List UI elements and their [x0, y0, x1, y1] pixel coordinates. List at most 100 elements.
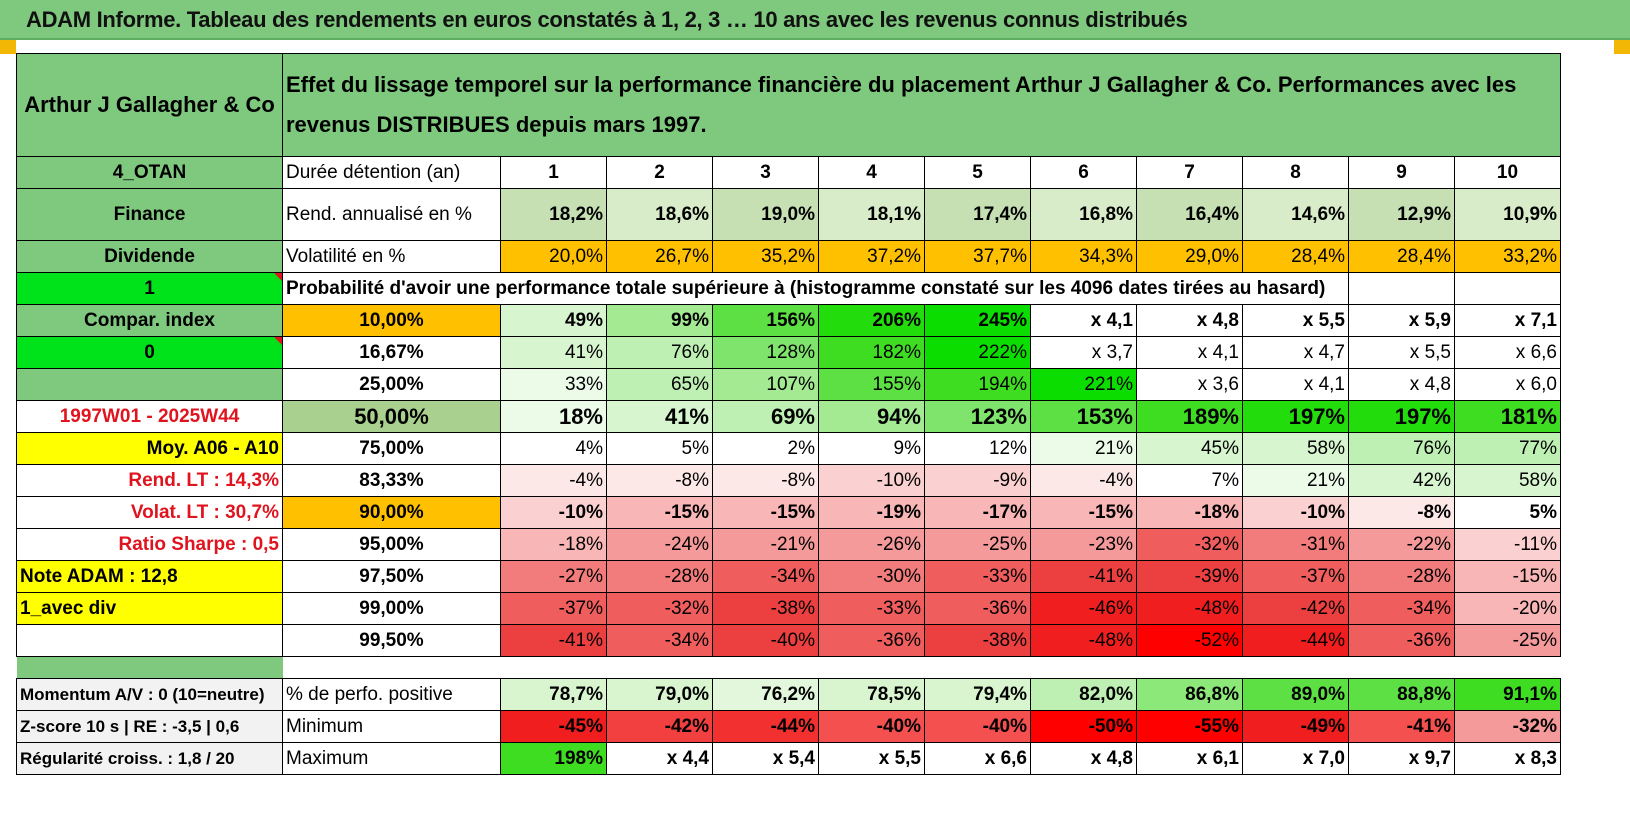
volatility-row: Dividende Volatilité en % 20,0% 26,7% 35,2% 3…: [16, 240, 1561, 273]
quantile-row: 1997W01 - 2025W44 50,00% 18% 41% 69% 94% 123% 1…: [16, 400, 1561, 433]
quantile-value: -25%: [1454, 624, 1561, 657]
quantile-value: 41%: [500, 336, 607, 369]
quantile-value: 194%: [924, 368, 1031, 401]
quantile-value: 107%: [712, 368, 819, 401]
quantile-value: -36%: [924, 592, 1031, 625]
year-header: 6: [1030, 156, 1137, 189]
years-row: 4_OTAN Durée détention (an) 1 2 3 4 5 6 7 8 9 10: [16, 156, 1561, 189]
spacer-cell: [282, 656, 501, 679]
spacer-cell: [1136, 656, 1243, 679]
quantile-value: -33%: [924, 560, 1031, 593]
empty-cell: [16, 624, 283, 657]
year-header: 1: [500, 156, 607, 189]
empty-green-cell: [16, 368, 283, 401]
quantile-row: Compar. index 10,00% 49% 99% 156% 206% 245% x 4…: [16, 304, 1561, 337]
annual-return-value: 12,9%: [1348, 188, 1455, 241]
minimum-value: -41%: [1348, 710, 1455, 743]
quantile-value: x 4,1: [1136, 336, 1243, 369]
quantile-row: 0 16,67% 41% 76% 128% 182% 222% x 3,7 x 4,1 x 4,7…: [16, 336, 1561, 369]
period-label: 1997W01 - 2025W44: [16, 400, 283, 433]
quantile-value: -18%: [500, 528, 607, 561]
quantile-value: 182%: [818, 336, 925, 369]
corner-marker-right: [1614, 40, 1630, 54]
quantile-value: 76%: [1348, 432, 1455, 465]
quantile-value: 189%: [1136, 400, 1243, 433]
quantile-value: -30%: [818, 560, 925, 593]
flag-zero: 0: [16, 336, 283, 369]
probability-level: 16,67%: [282, 336, 501, 369]
positive-value: 79,0%: [606, 678, 713, 711]
quantile-value: -37%: [500, 592, 607, 625]
minimum-value: -40%: [818, 710, 925, 743]
spacer-cell: [1242, 656, 1349, 679]
quantile-value: 41%: [606, 400, 713, 433]
report-title: ADAM Informe. Tableau des rendements en …: [26, 7, 1188, 32]
spacer-cell: [1454, 656, 1561, 679]
quantile-value: 21%: [1242, 464, 1349, 497]
minimum-row: Z-score 10 s | RE : -3,5 | 0,6 Minimum -45…: [16, 710, 1561, 743]
type-label: Dividende: [16, 240, 283, 273]
quantile-value: 49%: [500, 304, 607, 337]
year-header: 5: [924, 156, 1031, 189]
volatility-value: 26,7%: [606, 240, 713, 273]
annual-return-value: 18,2%: [500, 188, 607, 241]
quantile-value: 221%: [1030, 368, 1137, 401]
long-term-return: Rend. LT : 14,3%: [16, 464, 283, 497]
quantile-value: 5%: [1454, 496, 1561, 529]
annual-return-value: 18,6%: [606, 188, 713, 241]
maximum-value: x 6,1: [1136, 742, 1243, 775]
maximum-label: Maximum: [282, 742, 501, 775]
corner-marker-left: [0, 40, 16, 54]
minimum-value: -45%: [500, 710, 607, 743]
spacer-cell: [500, 656, 607, 679]
spacer-cell: [1030, 656, 1137, 679]
title-bar: ADAM Informe. Tableau des rendements en …: [0, 0, 1630, 40]
positive-value: 86,8%: [1136, 678, 1243, 711]
maximum-value: x 9,7: [1348, 742, 1455, 775]
volatility-value: 37,2%: [818, 240, 925, 273]
quantile-value: -42%: [1242, 592, 1349, 625]
quantile-value: 197%: [1348, 400, 1455, 433]
maximum-value: x 4,4: [606, 742, 713, 775]
quantile-value: -38%: [924, 624, 1031, 657]
quantile-value: -25%: [924, 528, 1031, 561]
quantile-value: -4%: [500, 464, 607, 497]
minimum-value: -50%: [1030, 710, 1137, 743]
quantile-value: -21%: [712, 528, 819, 561]
quantile-value: -19%: [818, 496, 925, 529]
quantile-value: x 6,6: [1454, 336, 1561, 369]
probability-level: 25,00%: [282, 368, 501, 401]
quantile-value: -20%: [1454, 592, 1561, 625]
maximum-value: 198%: [500, 742, 607, 775]
quantile-value: -40%: [712, 624, 819, 657]
positive-value: 78,5%: [818, 678, 925, 711]
quantile-value: 58%: [1242, 432, 1349, 465]
quantile-value: 153%: [1030, 400, 1137, 433]
quantile-row: Rend. LT : 14,3% 83,33% -4% -8% -8% -10% -9% -4…: [16, 464, 1561, 497]
year-header: 10: [1454, 156, 1561, 189]
quantile-value: -44%: [1242, 624, 1349, 657]
quantile-value: 45%: [1136, 432, 1243, 465]
quantile-value: -52%: [1136, 624, 1243, 657]
quantile-value: -32%: [1136, 528, 1243, 561]
probability-level: 99,50%: [282, 624, 501, 657]
quantile-value: 18%: [500, 400, 607, 433]
quantile-value: x 4,7: [1242, 336, 1349, 369]
maximum-value: x 4,8: [1030, 742, 1137, 775]
quantile-value: -34%: [606, 624, 713, 657]
quantile-value: -34%: [712, 560, 819, 593]
quantile-row: 99,50% -41% -34% -40% -36% -38% -48% -52% -44% -3…: [16, 624, 1561, 657]
year-header: 9: [1348, 156, 1455, 189]
quantile-value: 99%: [606, 304, 713, 337]
volatility-value: 35,2%: [712, 240, 819, 273]
quantile-value: -34%: [1348, 592, 1455, 625]
fund-code: 4_OTAN: [16, 156, 283, 189]
quantile-value: -8%: [1348, 496, 1455, 529]
quantile-value: x 3,7: [1030, 336, 1137, 369]
compar-index-label: Compar. index: [16, 304, 283, 337]
annual-return-value: 14,6%: [1242, 188, 1349, 241]
quantile-value: 222%: [924, 336, 1031, 369]
quantile-value: x 5,5: [1242, 304, 1349, 337]
quantile-value: x 4,8: [1136, 304, 1243, 337]
quantile-value: -15%: [606, 496, 713, 529]
